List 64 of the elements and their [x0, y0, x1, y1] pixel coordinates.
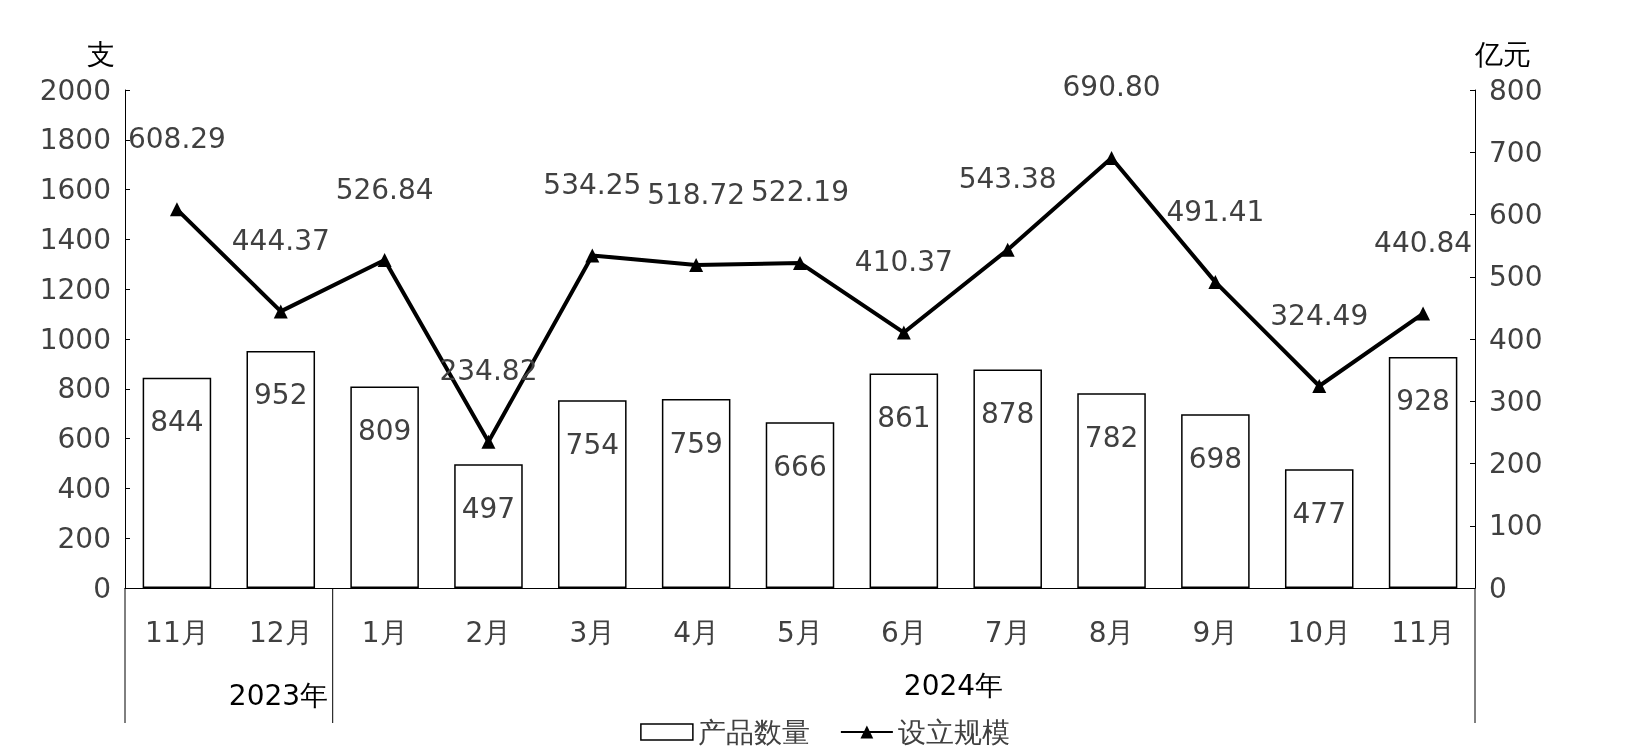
data-label: 782	[1084, 420, 1139, 454]
legend-label: 设立规模	[897, 715, 1010, 749]
data-label: 324.49	[1270, 298, 1369, 332]
x-tick-label: 6月	[880, 615, 927, 649]
y-tick-label: 200	[57, 521, 111, 555]
y-tick-label: 400	[57, 471, 111, 505]
data-label: 666	[773, 449, 827, 483]
y-tick-label: 1400	[39, 222, 111, 256]
y2-tick-label: 200	[1489, 447, 1543, 480]
data-label: 410.37	[854, 245, 953, 279]
y-tick-label: 1200	[39, 272, 111, 306]
x-tick-label: 3月	[569, 615, 616, 649]
y-tick-label: 0	[93, 571, 111, 605]
y-tick-label: 600	[57, 422, 111, 456]
data-label: 518.72	[647, 177, 746, 211]
data-label: 497	[461, 491, 516, 525]
y2-axis-title: 亿元	[1474, 37, 1531, 71]
data-label: 477	[1292, 496, 1346, 530]
y-tick-label: 1000	[39, 322, 111, 356]
data-label: 526.84	[335, 172, 434, 206]
y-tick-label: 800	[57, 372, 111, 406]
x-tick-label: 11月	[145, 615, 209, 649]
data-label: 608.29	[127, 121, 226, 155]
x-tick-label: 12月	[248, 615, 313, 649]
y2-tick-label: 0	[1489, 571, 1507, 605]
x-tick-label: 9月	[1192, 615, 1239, 649]
x-tick-label: 5月	[777, 615, 823, 649]
data-label: 759	[669, 426, 723, 460]
data-label: 491.41	[1166, 194, 1265, 228]
data-label: 534.25	[543, 167, 642, 201]
data-label: 440.84	[1374, 226, 1473, 260]
x-tick-label: 1月	[361, 615, 408, 649]
data-label: 522.19	[751, 175, 849, 209]
x-tick-label: 8月	[1088, 615, 1135, 649]
data-label: 952	[254, 378, 308, 412]
data-label: 878	[980, 396, 1035, 430]
y2-tick-label: 100	[1489, 509, 1543, 543]
data-label: 809	[357, 414, 412, 448]
data-label: 754	[565, 427, 620, 461]
y2-tick-label: 700	[1489, 135, 1543, 169]
y-axis-title: 支	[87, 37, 115, 71]
x-tick-label: 4月	[673, 615, 720, 649]
data-label: 690.80	[1062, 70, 1161, 104]
data-label: 861	[877, 401, 931, 435]
legend-label: 产品数量	[697, 715, 810, 749]
y2-tick-label: 500	[1489, 260, 1543, 294]
y2-tick-label: 600	[1489, 198, 1543, 231]
x-tick-label: 2月	[465, 615, 512, 649]
data-label: 844	[150, 405, 204, 439]
x-tick-label: 11月	[1391, 615, 1455, 649]
y2-tick-label: 300	[1489, 384, 1543, 418]
data-label: 698	[1188, 441, 1243, 475]
text: 2023年	[228, 678, 329, 712]
data-label: 444.37	[231, 223, 330, 257]
text: 2024年	[903, 668, 1004, 702]
data-label: 928	[1396, 384, 1450, 418]
y2-tick-label: 800	[1489, 73, 1543, 107]
y-tick-label: 1600	[39, 173, 111, 207]
y-tick-label: 2000	[39, 73, 111, 107]
data-label: 543.38	[958, 162, 1057, 196]
x-tick-label: 7月	[984, 615, 1031, 649]
x-tick-label: 10月	[1287, 615, 1352, 649]
y2-tick-label: 400	[1489, 322, 1543, 356]
y-tick-label: 1800	[39, 123, 111, 157]
